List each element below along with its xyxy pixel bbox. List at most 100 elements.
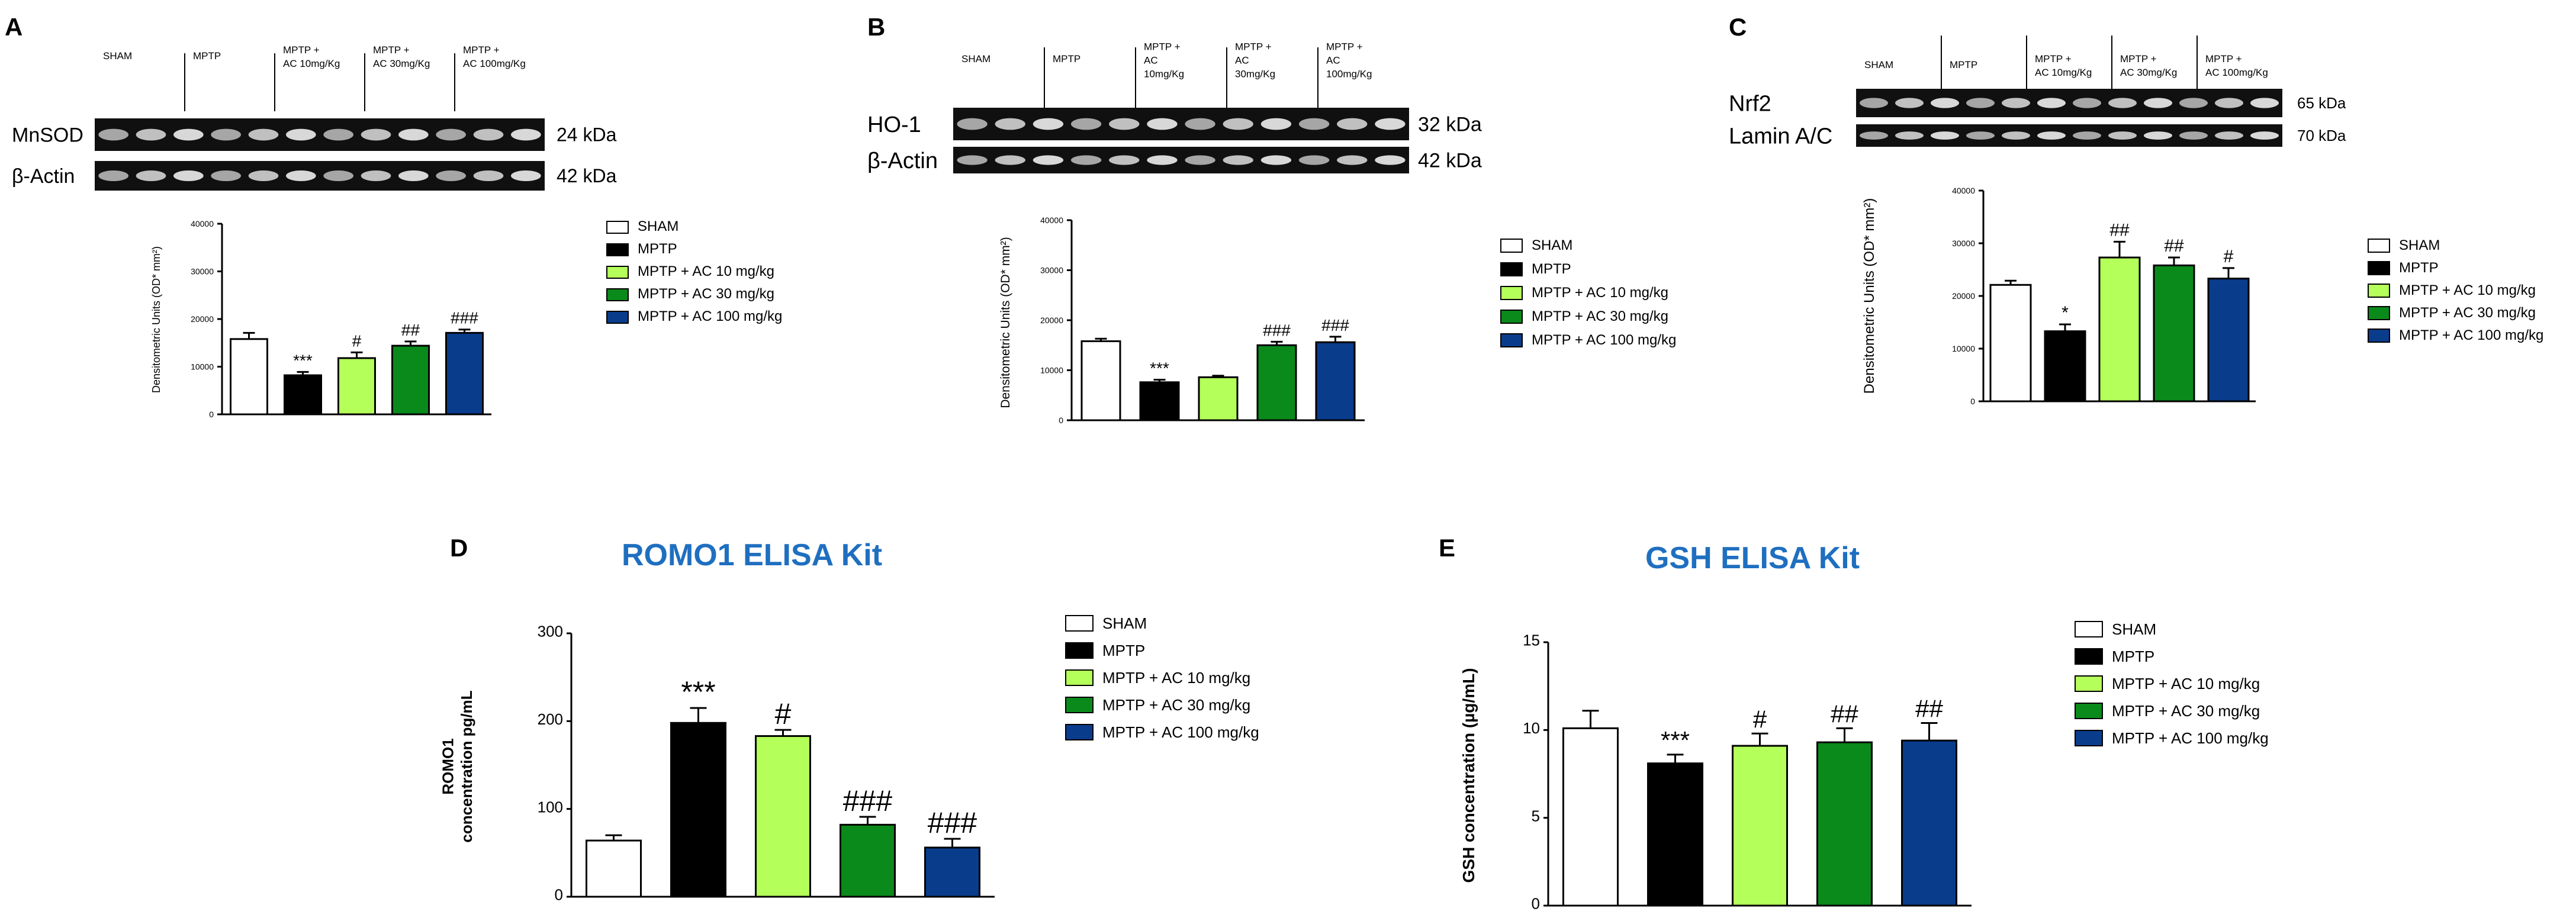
y-tick-label: 0 [1532, 895, 1540, 913]
significance-label: ### [1263, 321, 1291, 339]
lane-label-B-4: MPTP + AC 100mg/Kg [1326, 41, 1372, 80]
blot-strip-C-0 [1856, 89, 2282, 117]
bar-A-0 [230, 338, 268, 416]
panel-letter-C: C [1729, 13, 1747, 41]
significance-label: *** [681, 675, 715, 709]
blot-band [473, 170, 504, 181]
y-tick-label: 5 [1532, 807, 1540, 825]
legend-swatch-A-4 [606, 311, 629, 324]
blot-kda-A-0: 24 kDa [557, 124, 617, 146]
y-tick-label: 0 [555, 886, 563, 904]
significance-label: # [2224, 247, 2234, 266]
blot-band [2073, 98, 2101, 108]
blot-band [995, 118, 1025, 130]
legend-swatch-A-0 [606, 221, 629, 234]
legend-swatch-D-4 [1065, 724, 1094, 740]
blot-name-C-1: Lamin A/C [1729, 124, 1832, 149]
legend-label-D-0: SHAM [1102, 614, 1147, 632]
blot-band [2179, 131, 2208, 140]
bar-A-1 [284, 374, 322, 416]
blot-band [2250, 131, 2279, 140]
blot-band [1895, 131, 1924, 140]
blot-band [1298, 118, 1330, 130]
blot-band [1147, 155, 1178, 165]
blot-band [1860, 98, 1888, 108]
blot-band [173, 128, 204, 141]
significance-label: ## [1915, 694, 1943, 722]
bar-D-0 [586, 839, 642, 898]
panel-A: A SHAM MPTP MPTP + AC 10mg/Kg MPTP + AC 30mg/K… [5, 13, 782, 419]
chart-title-E: GSH ELISA Kit [1645, 541, 1860, 575]
y-tick-label: 10 [1523, 719, 1540, 737]
y-axis-label-C: Densitometric Units (OD* mm²) [1861, 198, 1877, 394]
legend-swatch-B-2 [1500, 286, 1523, 300]
blot-band [1895, 98, 1924, 108]
blot-band [1860, 131, 1888, 140]
lane-label-A-0: SHAM [103, 50, 132, 62]
blot-band [211, 170, 241, 181]
chart-title-D: ROMO1 ELISA Kit [622, 538, 882, 572]
legend-label-B-1: MPTP [1532, 261, 1571, 277]
legend-swatch-E-4 [2075, 730, 2103, 746]
y-tick-label: 30000 [191, 266, 214, 276]
blot-band [173, 170, 204, 181]
blot-strip-A-0 [95, 118, 545, 151]
lane-label-C-3: MPTP + AC 30mg/Kg [2120, 53, 2177, 78]
blot-band [361, 128, 391, 141]
significance-label: ### [451, 309, 478, 327]
y-tick-label: 300 [538, 623, 563, 640]
significance-label: ## [401, 321, 420, 339]
blot-name-B-0: HO-1 [867, 112, 921, 137]
legend-label-E-1: MPTP [2112, 648, 2154, 665]
blot-band [323, 170, 354, 181]
y-tick-label: 40000 [191, 219, 214, 228]
bar-D-3 [840, 823, 896, 898]
bar-C-2 [2098, 256, 2141, 402]
blot-band [2250, 98, 2279, 108]
legend-label-E-2: MPTP + AC 10 mg/kg [2112, 675, 2260, 693]
blot-band [2002, 131, 2030, 140]
legend-label-D-4: MPTP + AC 100 mg/kg [1102, 723, 1259, 741]
blot-name-A-1: β-Actin [12, 165, 75, 188]
blot-band [1298, 155, 1330, 165]
blot-band [1223, 155, 1253, 165]
y-tick-label: 200 [538, 710, 563, 728]
legend-swatch-B-3 [1500, 310, 1523, 324]
legend-swatch-C-4 [2368, 329, 2390, 343]
blot-band [511, 128, 541, 141]
blot-band [957, 155, 988, 165]
blot-kda-C-0: 65 kDa [2297, 94, 2346, 112]
y-axis-label-B: Densitometric Units (OD* mm²) [999, 237, 1012, 408]
legend-label-E-3: MPTP + AC 30 mg/kg [2112, 702, 2260, 720]
legend-swatch-C-1 [2368, 261, 2390, 275]
blot-band [1931, 98, 1959, 108]
y-axis-label-A: Densitometric Units (OD* mm²) [150, 246, 162, 393]
legend-swatch-D-0 [1065, 615, 1094, 632]
blot-band [2037, 98, 2066, 108]
significance-label: *** [293, 351, 313, 369]
significance-label: # [352, 331, 362, 350]
bar-E-4 [1901, 739, 1957, 907]
legend-swatch-E-0 [2075, 621, 2103, 637]
panel-D: D ROMO1 ELISA Kit 0 100 200 300 ROMO1concentra… [439, 534, 1259, 904]
bar-D-1 [670, 722, 726, 898]
significance-label: *** [1661, 726, 1690, 754]
blot-strip-B-0 [953, 108, 1409, 140]
lane-label-B-3: MPTP + AC 30mg/Kg [1235, 41, 1275, 80]
panel-C: C SHAM MPTP MPTP + AC 10mg/Kg MPTP + AC 30mg/K… [1729, 13, 2543, 406]
blot-band [995, 155, 1025, 165]
y-tick-label: 30000 [1952, 239, 1975, 248]
y-tick-label: 15 [1523, 632, 1540, 649]
legend-label-C-2: MPTP + AC 10 mg/kg [2399, 282, 2536, 298]
y-tick-label: 100 [538, 798, 563, 816]
blot-band [98, 128, 129, 141]
blot-band [1966, 98, 1995, 108]
blot-band [248, 128, 279, 141]
blot-band [2037, 131, 2066, 140]
legend-label-E-0: SHAM [2112, 620, 2156, 638]
bar-B-3 [1256, 344, 1297, 421]
panel-letter-D: D [450, 534, 468, 562]
blot-band [211, 128, 241, 141]
blot-band [1337, 118, 1368, 130]
blot-band [361, 170, 391, 181]
